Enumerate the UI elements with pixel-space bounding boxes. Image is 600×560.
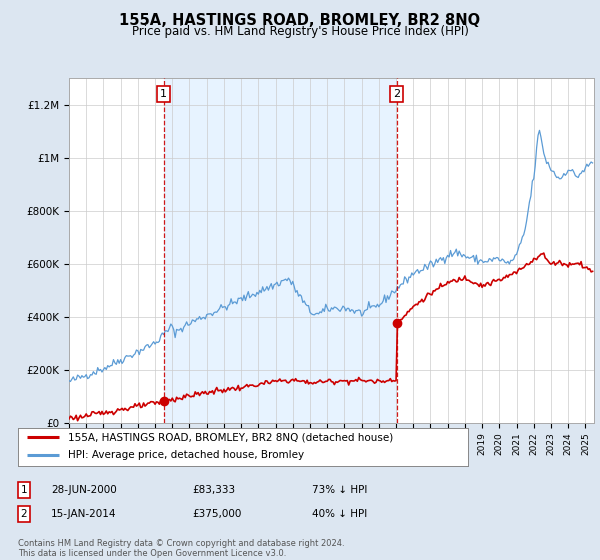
Text: £83,333: £83,333 [192,485,235,495]
Text: 155A, HASTINGS ROAD, BROMLEY, BR2 8NQ: 155A, HASTINGS ROAD, BROMLEY, BR2 8NQ [119,13,481,28]
Text: 1: 1 [20,485,28,495]
Text: 40% ↓ HPI: 40% ↓ HPI [312,509,367,519]
Bar [164,78,397,423]
Text: 1: 1 [160,89,167,99]
Text: Contains HM Land Registry data © Crown copyright and database right 2024.
This d: Contains HM Land Registry data © Crown c… [18,539,344,558]
Text: 15-JAN-2014: 15-JAN-2014 [51,509,116,519]
Text: 28-JUN-2000: 28-JUN-2000 [51,485,117,495]
Text: 73% ↓ HPI: 73% ↓ HPI [312,485,367,495]
Text: 2: 2 [20,509,28,519]
Text: 155A, HASTINGS ROAD, BROMLEY, BR2 8NQ (detached house): 155A, HASTINGS ROAD, BROMLEY, BR2 8NQ (d… [67,432,393,442]
Text: Price paid vs. HM Land Registry's House Price Index (HPI): Price paid vs. HM Land Registry's House … [131,25,469,38]
Text: HPI: Average price, detached house, Bromley: HPI: Average price, detached house, Brom… [67,450,304,460]
Text: £375,000: £375,000 [192,509,241,519]
Text: 2: 2 [393,89,400,99]
